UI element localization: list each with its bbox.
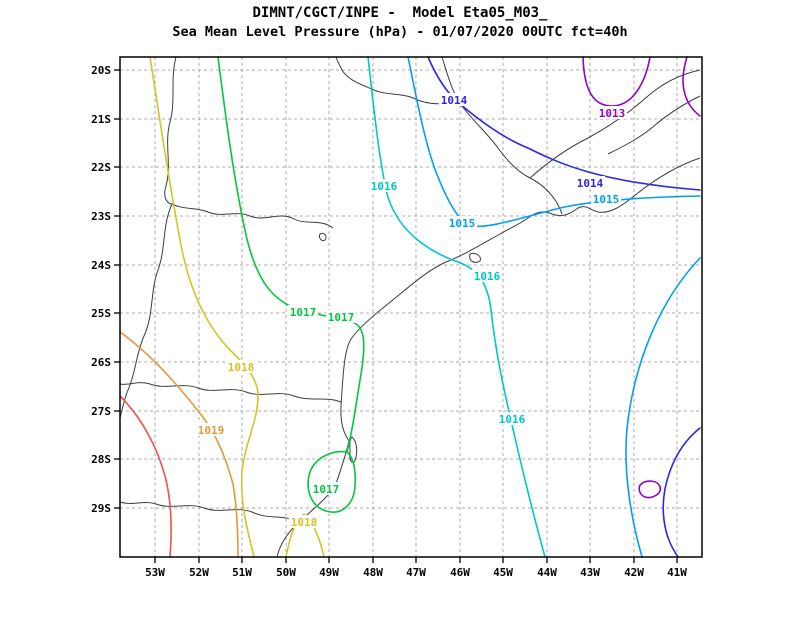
coastline-path: [119, 56, 177, 419]
contour-label-1018: 1018: [228, 361, 255, 374]
plot-frame: [119, 56, 703, 558]
contour-label-gap: [496, 412, 528, 425]
contour-label-1018: 1018: [291, 516, 318, 529]
coastline-path: [335, 56, 463, 107]
isobar-1016: [367, 56, 546, 558]
coastline-path: [349, 436, 358, 463]
contour-label-1014: 1014: [577, 177, 604, 190]
contour-label-gap: [368, 179, 400, 192]
lon-tick-label: 43W: [580, 566, 600, 579]
contour-label-1019: 1019: [198, 424, 225, 437]
contour-label-gap: [574, 176, 606, 189]
coastline-path: [607, 95, 701, 155]
contour-label-1014: 1014: [441, 94, 468, 107]
contour-label-gap: [471, 269, 503, 282]
chart-title-line2: Sea Mean Level Pressure (hPa) - 01/07/20…: [172, 24, 628, 40]
lon-tick-label: 51W: [232, 566, 252, 579]
lon-tick-label: 46W: [450, 566, 470, 579]
contour-label-gap: [446, 216, 478, 229]
lat-tick-label: 28S: [91, 453, 111, 466]
isobar-1015: [407, 56, 701, 228]
isobar-1013: [582, 56, 651, 107]
isobar-1014: [662, 427, 701, 558]
lat-tick-label: 23S: [91, 210, 111, 223]
lon-tick-label: 44W: [537, 566, 557, 579]
lon-tick-label: 42W: [624, 566, 644, 579]
lat-tick-label: 20S: [91, 64, 111, 77]
contour-label-1015: 1015: [593, 193, 620, 206]
coastline-path: [276, 157, 701, 558]
isobar-1017: [307, 450, 357, 513]
contour-label-1017: 1017: [290, 306, 317, 319]
coastline-path: [119, 501, 300, 523]
contour-label-gap: [590, 192, 622, 205]
contour-label-1017: 1017: [313, 483, 340, 496]
contour-label-gap: [325, 310, 357, 323]
coastline-path: [469, 253, 481, 263]
graticule: [120, 57, 702, 557]
isobar-labels: 1019 1018 1018 1017 1017 1017 1016 1016 1016 1015…: [195, 93, 628, 529]
lon-tick-label: 47W: [406, 566, 426, 579]
isobar-1019: [119, 331, 239, 558]
lon-tick-label: 50W: [276, 566, 296, 579]
contour-label-1015: 1015: [449, 217, 476, 230]
coastline-path: [171, 203, 334, 229]
contour-label-gap: [310, 482, 342, 495]
isobar-1013: [682, 56, 701, 117]
lat-tick-label: 25S: [91, 307, 111, 320]
isobars: [119, 56, 701, 558]
coastline-path: [529, 69, 701, 179]
basemap: [119, 56, 701, 558]
lat-tick-label: 24S: [91, 259, 111, 272]
lon-tick-label: 48W: [363, 566, 383, 579]
lat-tick-label: 21S: [91, 113, 111, 126]
contour-label-gap: [225, 360, 257, 373]
isobar-1013: [638, 480, 662, 499]
contour-label-1016: 1016: [371, 180, 398, 193]
isobar-1018: [149, 56, 259, 558]
contour-label-1013: 1013: [599, 107, 626, 120]
contour-label-1016: 1016: [474, 270, 501, 283]
isobar-1018: [285, 512, 325, 558]
contour-label-gap: [596, 106, 628, 119]
isobar-red: [119, 395, 172, 558]
lon-tick-label: 41W: [667, 566, 687, 579]
contour-label-1016: 1016: [499, 413, 526, 426]
lon-tick-label: 53W: [145, 566, 165, 579]
contour-label-gap: [438, 93, 470, 106]
lat-tick-label: 27S: [91, 405, 111, 418]
isobar-1015: [625, 257, 701, 558]
lon-tick-label: 49W: [319, 566, 339, 579]
contour-label-gap: [288, 515, 320, 528]
isobar-1014: [427, 56, 701, 191]
coastline-path: [319, 233, 327, 241]
contour-label-1017: 1017: [328, 311, 355, 324]
axes: 53W 52W 51W 50W 49W 48W 47W 46W 45W 44W 43W 42W 41W 2…: [91, 64, 687, 579]
chart-title-line1: DIMNT/CGCT/INPE - Model Eta05_M03_: [252, 5, 548, 21]
lat-tick-label: 26S: [91, 356, 111, 369]
lon-tick-label: 52W: [189, 566, 209, 579]
coastline-path: [119, 382, 342, 403]
contour-label-gap: [287, 305, 319, 318]
lat-tick-label: 22S: [91, 161, 111, 174]
lat-tick-label: 29S: [91, 502, 111, 515]
contour-label-gap: [195, 423, 227, 436]
lon-tick-label: 45W: [493, 566, 513, 579]
